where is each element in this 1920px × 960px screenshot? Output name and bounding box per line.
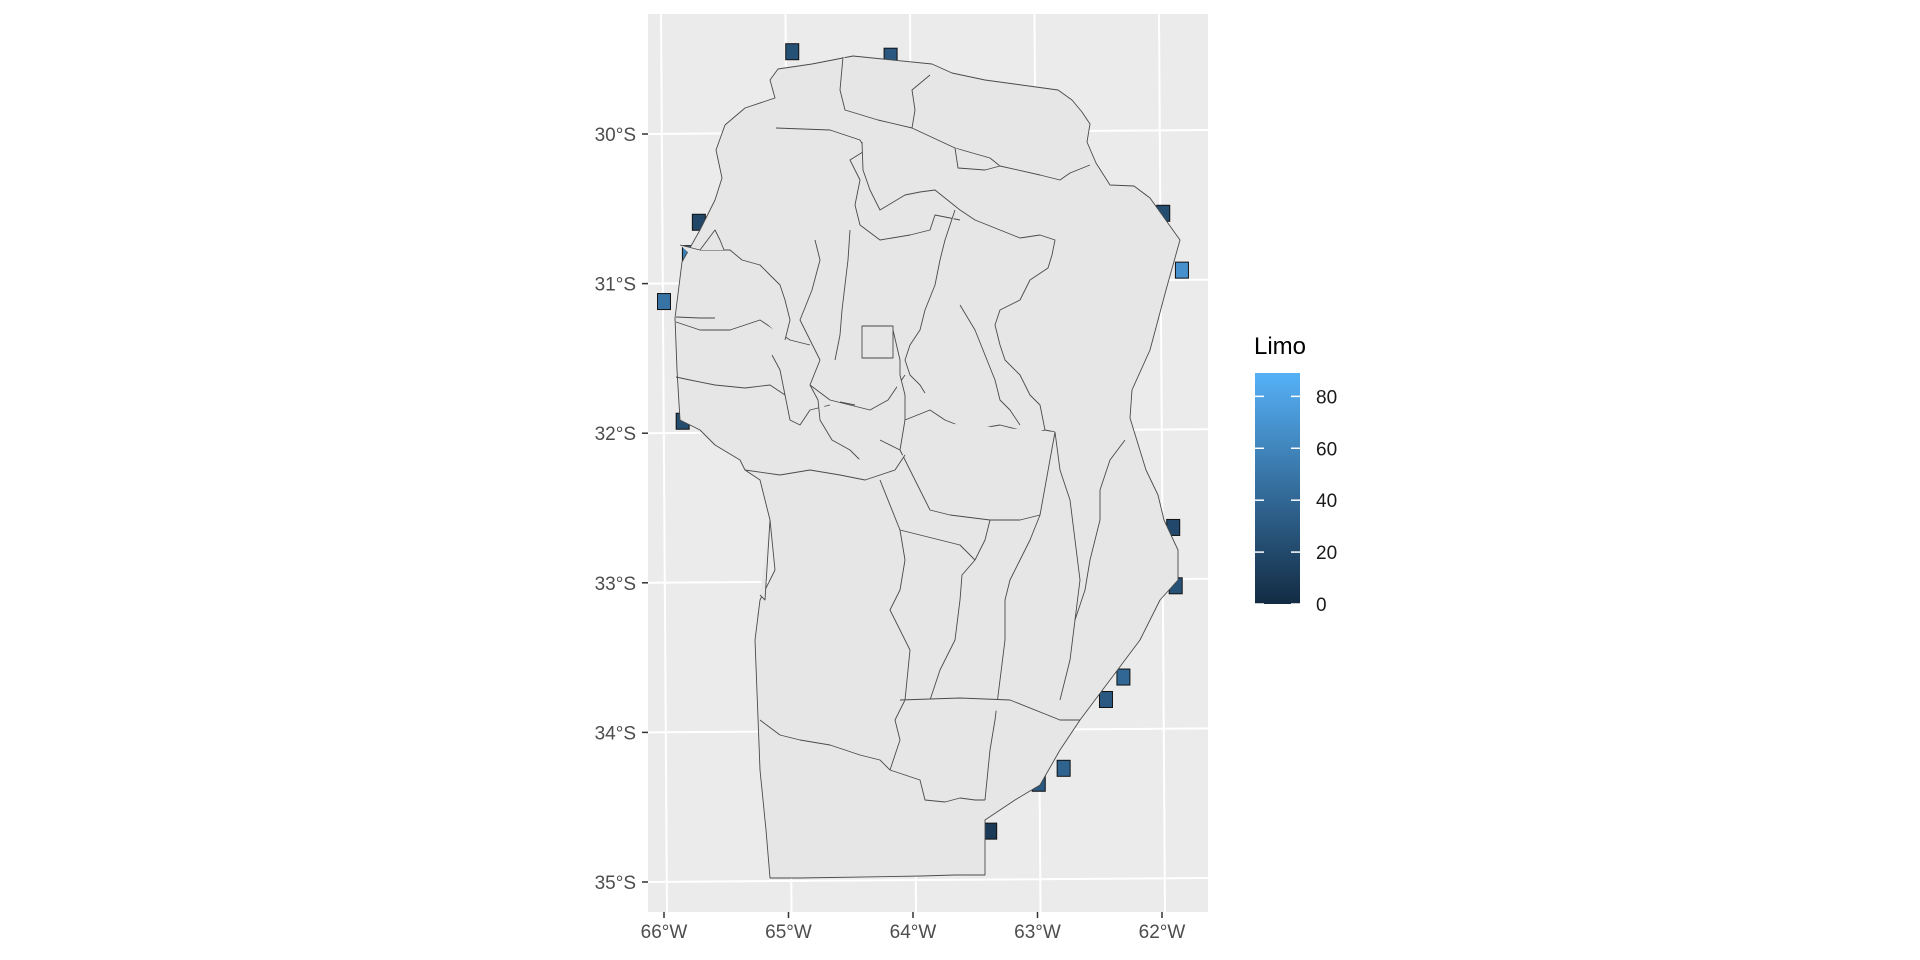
department-boundary: [984, 514, 1041, 801]
y-axis-tick-label: 34°S: [595, 723, 636, 744]
legend-tick-label: 60: [1316, 439, 1337, 460]
data-cell: [1056, 759, 1071, 777]
department-boundary: [889, 769, 985, 803]
legend-tick-label: 40: [1316, 491, 1337, 512]
x-axis-tick-label: 65°W: [765, 922, 812, 943]
y-axis-tick-label: 33°S: [595, 574, 636, 595]
y-axis-tick-label: 31°S: [595, 275, 636, 296]
department-boundary: [675, 229, 725, 319]
department-boundary: [1074, 439, 1126, 621]
x-axis-tick-label: 64°W: [890, 922, 937, 943]
department-boundary: [839, 56, 1091, 181]
department-boundary: [799, 239, 906, 411]
gridline-meridian: [660, 14, 668, 912]
department-boundary: [994, 234, 1056, 433]
province-departments: [674, 55, 1181, 879]
department-boundary: [959, 304, 1021, 426]
department-boundary: [899, 419, 1056, 521]
gridline-parallel: [648, 877, 1208, 883]
legend-title: Limo: [1254, 333, 1306, 360]
x-axis-tick-label: 62°W: [1139, 922, 1186, 943]
department-boundary: [861, 141, 1021, 239]
department-boundary: [1054, 431, 1081, 701]
department-boundary: [771, 354, 831, 426]
legend-tick-label: 80: [1316, 387, 1337, 408]
legend-tick-label: 0: [1316, 595, 1327, 616]
y-axis-tick-label: 35°S: [595, 873, 636, 894]
data-cell: [785, 43, 800, 61]
legend-tick-label: 20: [1316, 543, 1337, 564]
department-boundary: [675, 319, 811, 346]
y-axis-tick-label: 30°S: [595, 125, 636, 146]
x-axis-tick-label: 63°W: [1014, 922, 1061, 943]
legend-ticks: 0 20 40 60 80: [1255, 387, 1337, 616]
data-cell: [1116, 668, 1131, 686]
color-legend: Limo 0 20 40 60 80: [1254, 333, 1337, 616]
department-boundary: [911, 74, 1001, 171]
x-axis-tick-label: 66°W: [641, 922, 688, 943]
department-boundary: [759, 719, 891, 771]
department-boundary: [879, 479, 911, 701]
department-boundary: [904, 209, 956, 394]
department-boundary: [879, 439, 901, 451]
data-cell: [1174, 261, 1189, 279]
data-cell: [1098, 690, 1113, 708]
department-boundary: [889, 519, 991, 771]
department-boundary: [899, 697, 1080, 721]
department-boundary: [759, 519, 771, 601]
department-boundary: [899, 529, 976, 561]
data-cell: [983, 822, 998, 840]
data-cell: [657, 293, 671, 311]
department-boundary: [744, 454, 906, 481]
capital-department: [861, 325, 894, 359]
map-axes: 66°W 65°W 64°W 63°W 62°W 30°S 31°S 32°S 33°S 34°S…: [595, 125, 1186, 943]
department-boundary: [809, 384, 861, 461]
gridline-meridian: [1158, 14, 1166, 912]
y-axis-tick-label: 32°S: [595, 424, 636, 445]
department-boundary: [834, 229, 851, 361]
legend-colorbar: [1255, 373, 1300, 604]
